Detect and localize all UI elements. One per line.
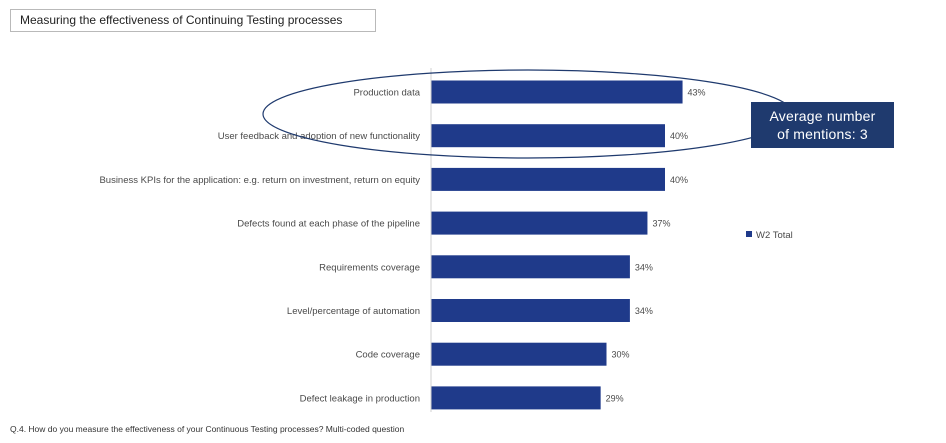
chart-title-box: Measuring the effectiveness of Continuin…	[10, 9, 376, 32]
value-label: 40%	[670, 175, 688, 185]
bars-layer	[431, 80, 683, 410]
value-label: 34%	[635, 306, 653, 316]
category-label: Defects found at each phase of the pipel…	[237, 219, 420, 230]
value-label: 37%	[652, 219, 670, 229]
bar	[431, 80, 683, 104]
bar	[431, 167, 665, 191]
value-label: 34%	[635, 262, 653, 272]
category-label: Defect leakage in production	[300, 393, 420, 404]
category-label: Requirements coverage	[319, 262, 420, 273]
value-labels-layer: 43% 40% 40% 37% 34% 34% 30% 29%	[606, 88, 706, 404]
bar	[431, 386, 601, 410]
bar	[431, 299, 630, 322]
chart-title: Measuring the effectiveness of Continuin…	[20, 13, 343, 27]
value-label: 40%	[670, 131, 688, 141]
bar	[431, 342, 607, 366]
category-label: Level/percentage of automation	[287, 306, 420, 317]
question-footnote: Q.4. How do you measure the effectivenes…	[10, 424, 405, 434]
value-label: 29%	[606, 393, 624, 403]
value-label: 30%	[612, 350, 630, 360]
legend-label: W2 Total	[756, 230, 793, 241]
bar	[431, 124, 665, 148]
legend: W2 Total	[746, 230, 793, 241]
category-label: Production data	[353, 88, 420, 99]
bar	[431, 211, 648, 235]
value-label: 43%	[688, 88, 706, 98]
category-label: Business KPIs for the application: e.g. …	[99, 175, 420, 186]
callout-line-1: Average number	[769, 108, 876, 124]
average-mentions-callout: Average number of mentions: 3	[751, 102, 894, 148]
category-labels-layer: Production data User feedback and adoptio…	[99, 88, 420, 405]
category-label: User feedback and adoption of new functi…	[218, 131, 421, 142]
callout-line-2: of mentions: 3	[777, 126, 868, 142]
legend-swatch	[746, 231, 752, 237]
bar	[431, 255, 630, 279]
category-label: Code coverage	[356, 350, 420, 361]
